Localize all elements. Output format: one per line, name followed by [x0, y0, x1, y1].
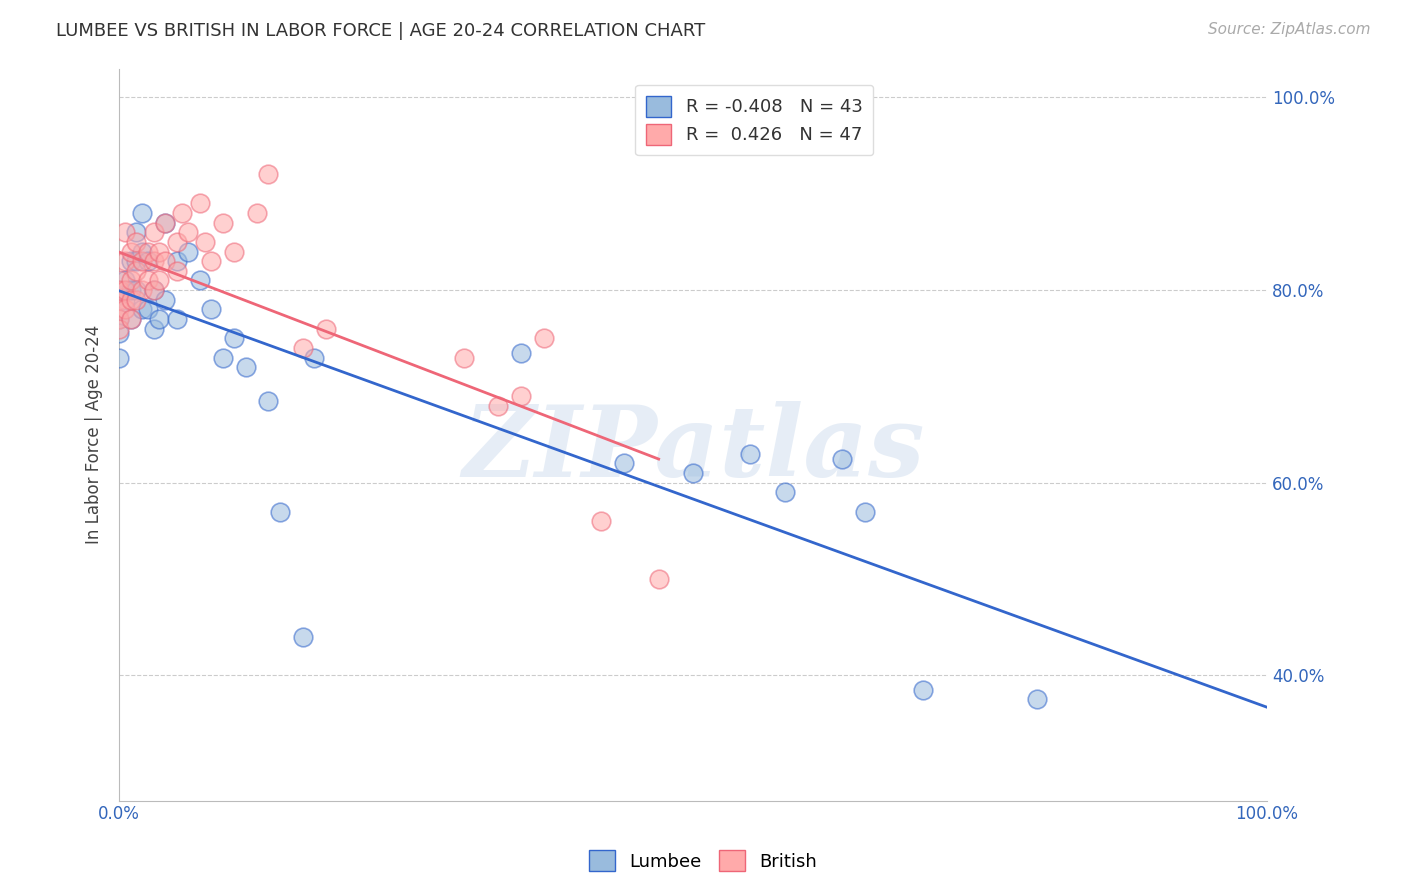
Point — [291, 630, 314, 644]
Point — [114, 254, 136, 268]
Point — [120, 244, 142, 259]
Point — [125, 225, 148, 239]
Point — [131, 302, 153, 317]
Point — [188, 196, 211, 211]
Point — [486, 399, 509, 413]
Point — [613, 457, 636, 471]
Point — [125, 293, 148, 307]
Point — [125, 283, 148, 297]
Point — [148, 244, 170, 259]
Point — [120, 273, 142, 287]
Point — [246, 206, 269, 220]
Point — [194, 235, 217, 249]
Point — [125, 235, 148, 249]
Point — [108, 326, 131, 341]
Point — [533, 331, 555, 345]
Point — [315, 321, 337, 335]
Point — [131, 254, 153, 268]
Text: LUMBEE VS BRITISH IN LABOR FORCE | AGE 20-24 CORRELATION CHART: LUMBEE VS BRITISH IN LABOR FORCE | AGE 2… — [56, 22, 706, 40]
Point — [453, 351, 475, 365]
Point — [222, 244, 245, 259]
Point — [269, 505, 291, 519]
Point — [136, 244, 159, 259]
Point — [125, 264, 148, 278]
Point — [188, 273, 211, 287]
Point — [257, 168, 280, 182]
Legend: Lumbee, British: Lumbee, British — [582, 843, 824, 879]
Point — [172, 206, 194, 220]
Point — [114, 273, 136, 287]
Point — [125, 254, 148, 268]
Point — [257, 393, 280, 408]
Point — [142, 225, 165, 239]
Point — [200, 254, 222, 268]
Point — [291, 341, 314, 355]
Point — [120, 283, 142, 297]
Point — [211, 351, 233, 365]
Point — [166, 235, 188, 249]
Point — [222, 331, 245, 345]
Point — [177, 244, 200, 259]
Point — [136, 302, 159, 317]
Point — [510, 345, 533, 359]
Point — [1026, 692, 1049, 706]
Point — [148, 273, 170, 287]
Point — [108, 293, 131, 307]
Point — [114, 225, 136, 239]
Point — [211, 216, 233, 230]
Point — [773, 485, 796, 500]
Point — [153, 216, 176, 230]
Point — [131, 244, 153, 259]
Point — [148, 312, 170, 326]
Point — [114, 302, 136, 317]
Point — [108, 302, 131, 317]
Point — [131, 206, 153, 220]
Text: Source: ZipAtlas.com: Source: ZipAtlas.com — [1208, 22, 1371, 37]
Point — [200, 302, 222, 317]
Point — [120, 312, 142, 326]
Point — [591, 514, 613, 528]
Point — [153, 254, 176, 268]
Point — [136, 273, 159, 287]
Point — [136, 254, 159, 268]
Point — [166, 312, 188, 326]
Point — [120, 293, 142, 307]
Point — [142, 321, 165, 335]
Point — [114, 293, 136, 307]
Text: ZIPatlas: ZIPatlas — [463, 401, 924, 498]
Point — [177, 225, 200, 239]
Point — [682, 466, 704, 480]
Point — [304, 351, 326, 365]
Point — [142, 254, 165, 268]
Point — [740, 447, 762, 461]
Point — [108, 312, 131, 326]
Point — [108, 283, 131, 297]
Point — [142, 283, 165, 297]
Point — [831, 451, 853, 466]
Point — [108, 288, 131, 302]
Point — [853, 505, 876, 519]
Legend: R = -0.408   N = 43, R =  0.426   N = 47: R = -0.408 N = 43, R = 0.426 N = 47 — [636, 85, 873, 155]
Point — [120, 312, 142, 326]
Point — [153, 293, 176, 307]
Point — [510, 389, 533, 403]
Point — [153, 216, 176, 230]
Point — [108, 321, 131, 335]
Point — [114, 283, 136, 297]
Point — [108, 273, 131, 287]
Point — [142, 283, 165, 297]
Point — [120, 254, 142, 268]
Point — [131, 283, 153, 297]
Point — [166, 264, 188, 278]
Point — [108, 351, 131, 365]
Point — [647, 572, 669, 586]
Point — [166, 254, 188, 268]
Y-axis label: In Labor Force | Age 20-24: In Labor Force | Age 20-24 — [86, 325, 103, 544]
Point — [108, 312, 131, 326]
Point — [235, 360, 257, 375]
Point — [911, 682, 934, 697]
